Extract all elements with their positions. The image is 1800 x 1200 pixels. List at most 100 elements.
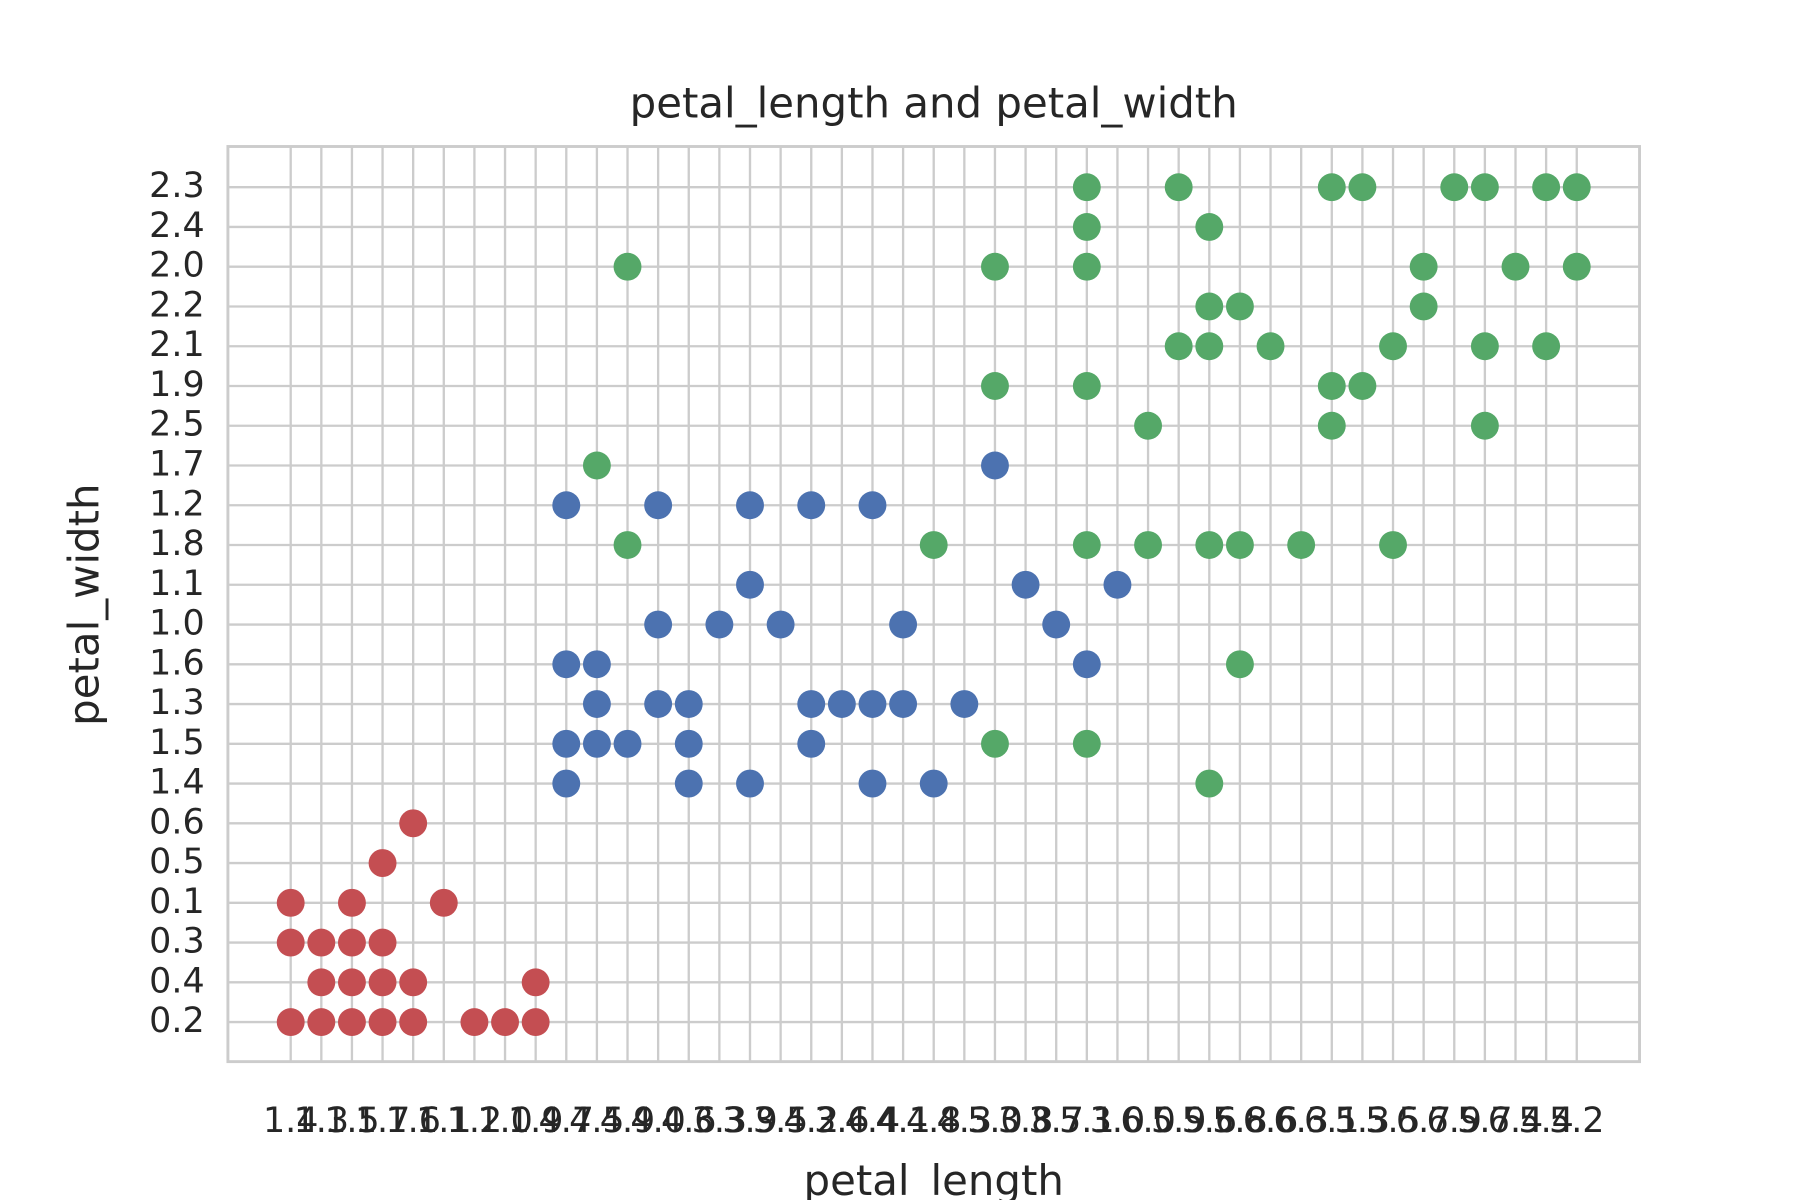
point <box>705 610 734 639</box>
y-tick-label: 1.6 <box>149 643 204 683</box>
point <box>981 729 1009 758</box>
point <box>1225 531 1254 559</box>
x-tick-label: 6.6 <box>1243 1101 1298 1141</box>
point <box>613 729 642 758</box>
point <box>552 769 581 798</box>
point <box>797 729 826 758</box>
point <box>1072 650 1101 679</box>
point <box>460 1008 489 1037</box>
point <box>1195 769 1224 798</box>
point <box>1562 173 1591 202</box>
point <box>797 690 826 718</box>
point <box>1134 411 1163 440</box>
point <box>582 650 611 679</box>
point <box>1072 729 1101 758</box>
point <box>552 650 581 679</box>
y-tick-label: 2.1 <box>149 325 204 365</box>
point <box>1287 531 1316 559</box>
x-tick-label: 6.4 <box>1488 1101 1543 1141</box>
x-tick-label: 1.7 <box>355 1101 410 1141</box>
point <box>674 729 703 758</box>
point <box>552 729 581 758</box>
point <box>858 690 887 718</box>
point <box>1072 252 1101 281</box>
x-tick-label: 5.8 <box>1212 1101 1267 1141</box>
point <box>1379 332 1407 361</box>
x-tick-label: 3.8 <box>998 1101 1053 1141</box>
point <box>582 451 611 480</box>
point <box>981 252 1009 281</box>
x-tick-label: 5.4 <box>1518 1101 1573 1141</box>
point <box>1134 531 1163 559</box>
point <box>491 1008 519 1037</box>
point <box>399 1008 428 1037</box>
point <box>399 809 428 838</box>
x-tick-label: 4.7 <box>539 1101 594 1141</box>
point <box>276 928 305 957</box>
point <box>858 769 887 798</box>
point <box>582 690 611 718</box>
point <box>1348 173 1377 202</box>
point <box>1470 173 1499 202</box>
point <box>1379 531 1407 559</box>
y-tick-label: 1.8 <box>149 524 204 564</box>
x-tick-label: 4.5 <box>569 1101 624 1141</box>
x-tick-label: 6.1 <box>1304 1101 1359 1141</box>
point <box>644 690 673 718</box>
point <box>1195 332 1224 361</box>
point <box>368 849 397 878</box>
point <box>521 1008 550 1037</box>
x-tick-label: 1.5 <box>324 1101 379 1141</box>
point <box>337 888 366 917</box>
point <box>368 928 397 957</box>
point <box>1470 411 1499 440</box>
x-tick-label: 3.5 <box>753 1101 808 1141</box>
point <box>337 968 366 997</box>
point <box>766 610 795 639</box>
point <box>1195 213 1224 241</box>
x-tick-label: 5.3 <box>1335 1101 1390 1141</box>
point <box>1532 173 1561 202</box>
point <box>736 570 764 599</box>
point <box>1164 332 1193 361</box>
point <box>399 968 428 997</box>
x-tick-label: 4.9 <box>600 1101 655 1141</box>
x-tick-label: 5.2 <box>1549 1101 1604 1141</box>
point <box>552 491 581 520</box>
x-axis-label: petal_length <box>804 1156 1064 1200</box>
point <box>307 1008 336 1037</box>
point <box>307 968 336 997</box>
x-tick-label: 1.2 <box>447 1101 502 1141</box>
y-tick-label: 2.5 <box>149 405 204 445</box>
point <box>1501 252 1530 281</box>
point <box>368 1008 397 1037</box>
x-tick-label: 5.6 <box>1182 1101 1237 1141</box>
y-axis-label: petal_width <box>60 483 109 725</box>
point <box>1225 650 1254 679</box>
y-tick-label: 1.5 <box>149 723 204 763</box>
point <box>1317 372 1346 400</box>
point <box>797 491 826 520</box>
x-tick-label: 4.0 <box>630 1101 685 1141</box>
x-tick-label: 5.0 <box>967 1101 1022 1141</box>
y-tick-label: 0.2 <box>149 1001 204 1041</box>
x-tick-label: 6.3 <box>1273 1101 1328 1141</box>
point <box>858 491 887 520</box>
x-tick-label: 6.7 <box>1396 1101 1451 1141</box>
point <box>889 610 918 639</box>
point <box>1072 372 1101 400</box>
point <box>919 531 948 559</box>
point <box>276 888 305 917</box>
y-tick-label: 0.6 <box>149 802 204 842</box>
x-tick-label: 3.6 <box>814 1101 869 1141</box>
y-tick-label: 1.2 <box>149 484 204 524</box>
point <box>1409 252 1438 281</box>
point <box>1409 292 1438 321</box>
x-tick-label: 1.9 <box>508 1101 563 1141</box>
point <box>1072 213 1101 241</box>
point <box>889 690 918 718</box>
y-tick-label: 1.1 <box>149 564 204 604</box>
point <box>981 372 1009 400</box>
